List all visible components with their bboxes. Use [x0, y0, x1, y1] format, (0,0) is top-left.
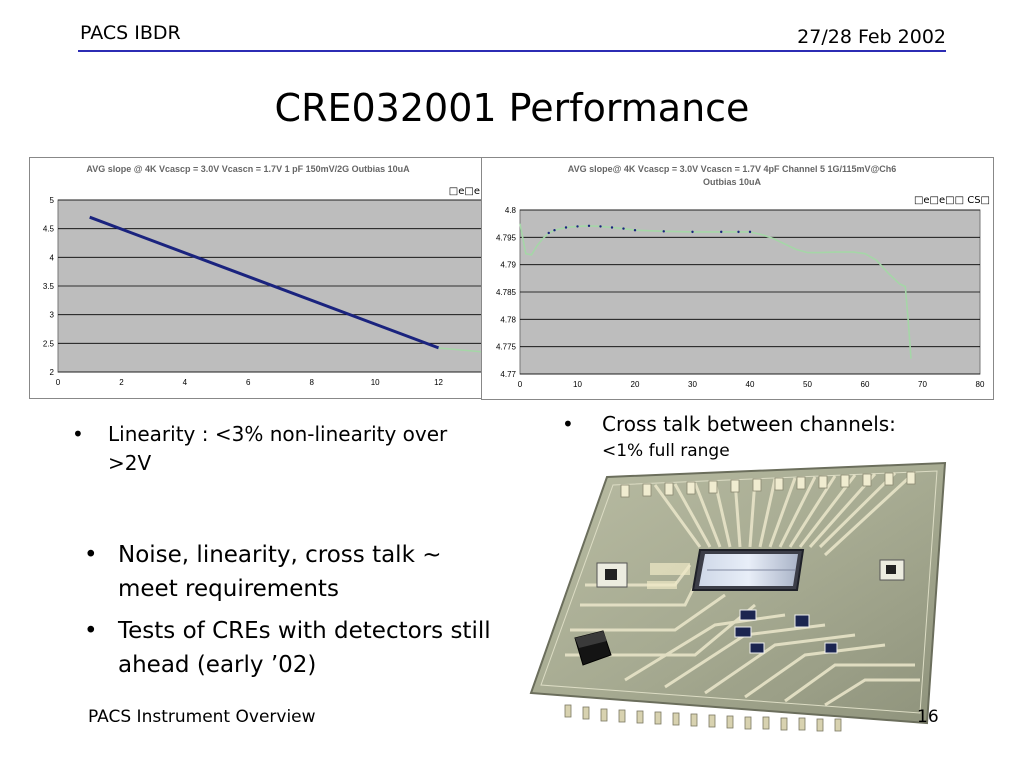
linearity-xtick-label: 8: [309, 378, 314, 387]
linearity-xtick-label: 6: [246, 378, 251, 387]
linearity-xtick-label: 4: [183, 378, 188, 387]
crosstalk-data-point: [691, 230, 694, 234]
crosstalk-series-line: [519, 223, 912, 359]
crosstalk-xtick-label: 40: [746, 380, 755, 389]
linearity-legend: □e□e: [449, 186, 480, 197]
crosstalk-xtick-label: 50: [803, 380, 812, 389]
header-date: 27/28 Feb 2002: [797, 26, 946, 48]
crosstalk-ytick-label: 4.78: [500, 315, 516, 324]
crosstalk-subtitle: Outbias 10uA: [703, 177, 762, 187]
bullet-marker: •: [84, 618, 98, 644]
crosstalk-ytick-label: 4.785: [496, 288, 517, 297]
linearity-xtick-label: 2: [119, 378, 124, 387]
bullet-noise-text: Noise, linearity, cross talk ~ meet requ…: [118, 542, 442, 602]
crosstalk-data-point: [564, 226, 568, 229]
crosstalk-legend: □e□e□□ CS□: [914, 195, 990, 206]
footer-left: PACS Instrument Overview: [88, 707, 316, 727]
crosstalk-title: AVG slope@ 4K Vcascp = 3.0V Vcascn = 1.7…: [568, 164, 897, 174]
linearity-ytick-label: 5: [50, 196, 55, 205]
crosstalk-xtick-label: 0: [518, 380, 523, 389]
crosstalk-data-point: [587, 224, 591, 228]
crosstalk-data-point: [720, 230, 723, 234]
header-left: PACS IBDR: [80, 22, 181, 44]
crosstalk-data-point: [662, 230, 665, 233]
linearity-xtick-label: 10: [371, 378, 380, 387]
crosstalk-xtick-label: 10: [573, 380, 582, 389]
crosstalk-ytick-label: 4.8: [505, 206, 517, 215]
crosstalk-xtick-label: 30: [688, 380, 697, 389]
slide-title: CRE032001 Performance: [274, 86, 750, 130]
linearity-ytick-label: 4: [50, 253, 55, 262]
crosstalk-data-point: [748, 230, 752, 234]
crosstalk-data-point: [737, 230, 740, 234]
linearity-ytick-label: 2: [50, 368, 55, 377]
bullet-marker: •: [72, 422, 84, 446]
cre-chip-photo: [529, 455, 955, 740]
bullet-marker: •: [562, 412, 574, 436]
crosstalk-xtick-label: 20: [631, 380, 640, 389]
linearity-chart-svg: 22.533.544.5502468101214AVG slope @ 4K V…: [43, 164, 482, 387]
linearity-ytick-label: 3.5: [43, 282, 55, 291]
linearity-series-line: [89, 215, 440, 350]
bullet-linearity-text: Linearity : <3% non-linearity over >2V: [108, 422, 448, 475]
bullet-marker: •: [84, 542, 98, 568]
crosstalk-xtick-label: 70: [918, 380, 927, 389]
linearity-ytick-label: 4.5: [43, 225, 55, 234]
crosstalk-data-point: [599, 225, 602, 228]
bullet-crosstalk-text: Cross talk between channels:: [602, 412, 896, 436]
linearity-xtick-label: 0: [56, 378, 61, 387]
crosstalk-data-point: [576, 225, 579, 228]
linearity-ytick-label: 3: [50, 311, 55, 320]
crosstalk-xtick-label: 80: [976, 380, 985, 389]
crosstalk-data-point: [547, 231, 550, 235]
crosstalk-xtick-label: 60: [861, 380, 870, 389]
linearity-xtick-label: 12: [434, 378, 443, 387]
bullet-crosstalk-subtext: <1% full range: [602, 441, 730, 461]
linearity-series-line: [438, 347, 482, 353]
crosstalk-ytick-label: 4.795: [496, 233, 517, 242]
bullet-tests-text: Tests of CREs with detectors still ahead…: [118, 618, 491, 678]
crosstalk-data-point: [610, 226, 614, 229]
crosstalk-data-point: [553, 229, 556, 232]
crosstalk-chart-svg: 4.77 4.775 4.78 4.785 4.79 4.795 4.8 0 10 20 30 40 5…: [496, 164, 990, 389]
crosstalk-chart: 4.77 4.775 4.78 4.785 4.79 4.795 4.8 0 10 20 30 40 5…: [481, 157, 994, 400]
page-number: 16: [917, 707, 939, 727]
crosstalk-ytick-label: 4.79: [500, 261, 516, 270]
linearity-title: AVG slope @ 4K Vcascp = 3.0V Vcascn = 1.…: [86, 164, 410, 174]
crosstalk-data-point: [633, 229, 637, 232]
crosstalk-ytick-label: 4.77: [500, 370, 516, 379]
crosstalk-ytick-label: 4.775: [496, 343, 517, 352]
crosstalk-data-point: [622, 227, 625, 230]
linearity-ytick-label: 2.5: [43, 339, 55, 348]
linearity-chart: 22.533.544.5502468101214AVG slope @ 4K V…: [29, 157, 483, 399]
header-rule: [78, 50, 946, 52]
